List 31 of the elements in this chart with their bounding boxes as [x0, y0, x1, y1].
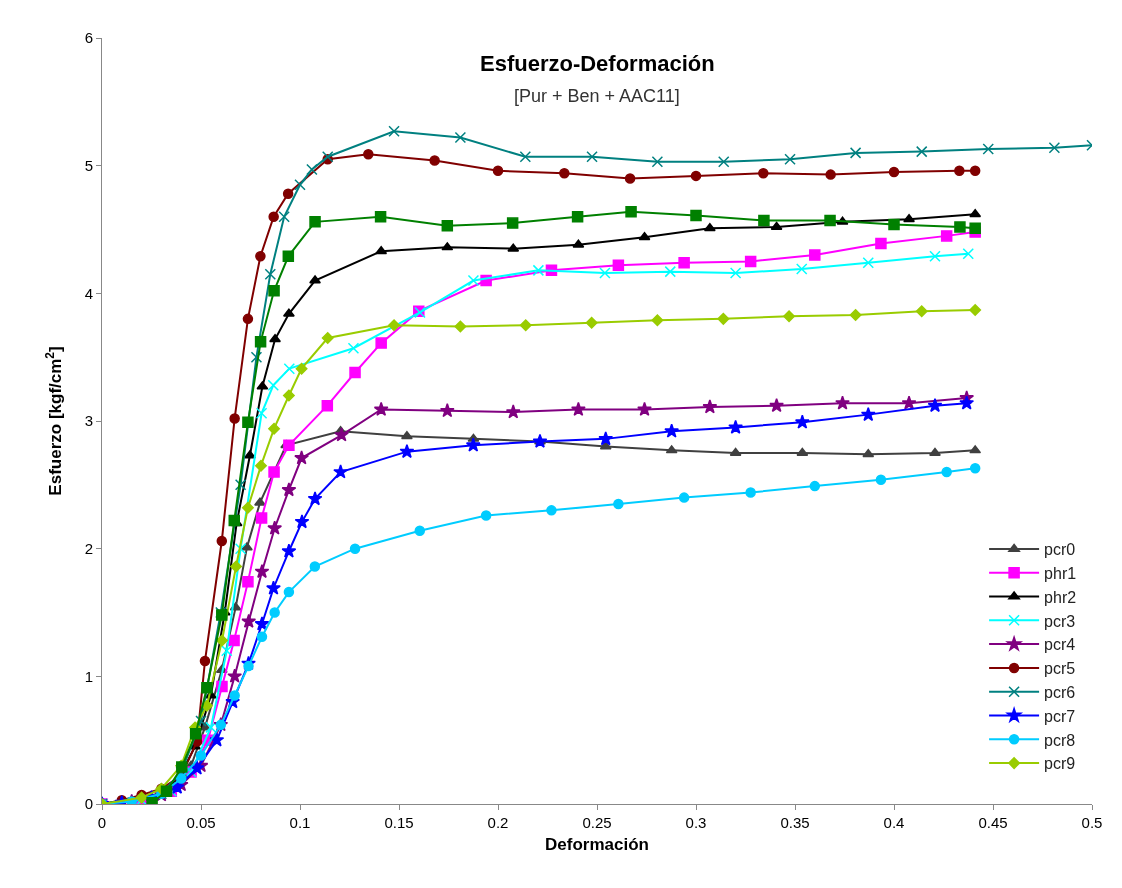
x-tick-label: 0.1 [289, 814, 311, 831]
x-tick-label: 0.3 [685, 814, 707, 831]
x-tick-label: 0.4 [883, 814, 905, 831]
x-tick-label: 0.15 [384, 814, 414, 831]
text: [Pur + Ben + AAC11] [514, 86, 680, 106]
legend-label: phr2 [1044, 588, 1077, 606]
y-tick-label: 2 [84, 539, 93, 557]
x-axis-title: Deformación [545, 835, 649, 855]
x-tick-label: 0 [97, 814, 107, 831]
legend-label: pcr0 [1044, 541, 1076, 559]
legend-label: pcr9 [1044, 755, 1076, 773]
y-tick-label: 3 [84, 412, 93, 430]
legend-label: pcr3 [1044, 612, 1076, 630]
legend-label: pcr5 [1044, 660, 1076, 678]
x-tick-label: 0.25 [582, 814, 612, 831]
legend-label: pcr7 [1044, 707, 1076, 725]
y-tick-label: 0 [84, 795, 93, 813]
x-tick-label: 0.05 [186, 814, 216, 831]
legend-label: pcr4 [1044, 636, 1076, 654]
legend-label: pcr8 [1044, 731, 1076, 749]
x-tick-label: 0.45 [978, 814, 1008, 831]
y-tick-label: 6 [84, 29, 93, 47]
legend-label: phr1 [1044, 564, 1077, 582]
legend-label: pcr6 [1044, 683, 1076, 701]
x-tick-label: 0.2 [487, 814, 509, 831]
x-tick-label: 0.5 [1081, 814, 1103, 831]
text: Esfuerzo-Deformación [480, 51, 715, 76]
y-tick-label: 5 [84, 156, 93, 174]
y-tick-label: 1 [84, 667, 93, 685]
x-tick-label: 0.35 [780, 814, 810, 831]
y-tick-label: 4 [84, 284, 93, 302]
